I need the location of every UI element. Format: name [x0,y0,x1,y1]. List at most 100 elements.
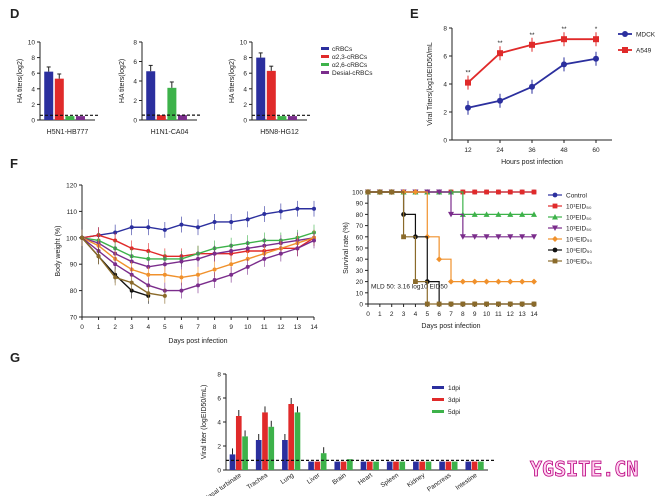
category-label: Nasal turbinate [203,472,243,496]
legend-label: 1dpi [448,385,460,392]
y-tick-label: 6 [217,396,221,403]
data-point [196,256,200,261]
data-point [146,291,151,296]
data-point [471,211,478,217]
x-tick-label: 10 [244,324,252,331]
y-tick-label: 80 [356,212,364,219]
data-point [245,246,250,251]
legend-label: Desial-cRBCs [332,70,373,77]
data-point [552,203,558,209]
data-point [531,189,537,195]
x-tick-label: 8 [461,311,465,318]
data-point [412,189,419,195]
bar-5dpi [373,461,379,470]
bar-3dpi [262,412,268,470]
data-point [495,234,502,240]
category-label: Intestine [455,472,479,492]
data-point [448,211,454,218]
x-tick-label: 2 [113,324,117,331]
legend-label: 10³EID₅₀ [566,226,592,233]
x-tick-label: 1 [378,311,382,318]
chart-D1: 0 2 4 6 8 10 H5N1-HB777 HA titers(log2) [17,40,99,136]
x-tick-label: 24 [496,147,504,154]
data-point [129,225,134,230]
data-point [529,83,535,90]
bar-Desial-cRBCs [287,116,297,120]
data-point [484,301,489,307]
bar-α2,6-cRBCs [167,87,177,120]
y-tick-label: 40 [356,257,364,264]
legend-label: MDCK [636,32,656,39]
data-point [212,219,217,224]
x-tick-label: 12 [464,147,472,154]
category-label: Lung [279,472,295,486]
data-point [552,236,558,242]
y-tick-label: 8 [133,40,137,47]
x-tick-label: 13 [294,324,302,331]
data-point [593,36,599,43]
y-tick-label: 6 [133,59,137,66]
significance-mark: ** [529,32,535,39]
data-point [519,211,526,217]
legend-label: cRBCs [332,46,353,53]
x-tick-label: 11 [261,324,268,331]
legend-label: 10⁶EID₅₀ [566,259,592,266]
bar-5dpi [242,436,248,470]
data-point [552,247,558,253]
data-point [179,259,184,264]
bar-3dpi [366,461,373,470]
bar-5dpi [268,426,275,470]
data-point [245,264,250,269]
y-tick-label: 2 [31,102,35,109]
data-point [196,225,200,230]
bar-1dpi [386,461,393,470]
legend-label: α2,3-cRBCs [332,54,368,61]
y-axis-label: HA titers(log2) [119,59,126,103]
data-point [471,234,478,240]
category-label: Kidney [406,471,427,489]
y-axis-label: Body weight (%) [55,226,62,277]
bar-Desial-cRBCs [177,115,187,120]
y-axis-label: Viral Titers(log10EID50/mL [427,42,434,126]
data-point [459,234,466,240]
data-point [519,278,526,285]
data-point [531,211,537,217]
data-point [529,41,535,48]
data-point [413,279,418,284]
watermark: YGSITE.CN [530,457,638,481]
y-axis-label: Survival rate (%) [343,222,350,274]
data-point [496,301,501,307]
x-tick-label: 7 [196,324,200,331]
x-tick-label: 7 [449,311,453,318]
x-tick-label: 3 [402,311,406,318]
panel-label-g: G [10,350,20,365]
data-point [460,301,466,307]
data-point [531,301,537,307]
bar-5dpi [320,453,327,470]
y-tick-label: 6 [443,54,447,61]
data-point [471,278,478,285]
legend-marker [622,31,628,37]
legend-swatch [321,55,329,58]
data-point [496,189,501,195]
x-tick-label: 12 [507,311,515,318]
chart-G: 0 2 4 6 8 Nasal turbinate Trachea Lung Liver Brai… [201,372,494,496]
data-point [459,278,466,285]
x-tick-label: 48 [560,147,568,154]
bar-Desial-cRBCs [75,116,85,120]
data-point [465,79,471,86]
bar-3dpi [235,416,242,470]
x-tick-label: 5 [163,324,167,331]
data-point [497,97,503,104]
y-tick-label: 8 [243,55,247,62]
data-point [179,275,184,280]
category-label: Pancreas [426,471,453,493]
y-tick-label: 0 [243,118,247,125]
y-tick-label: 120 [66,183,77,190]
data-point [295,206,300,211]
bar-α2,3-cRBCs [266,70,276,120]
data-point [465,104,471,111]
x-tick-label: 4 [146,324,150,331]
data-point [212,251,217,256]
